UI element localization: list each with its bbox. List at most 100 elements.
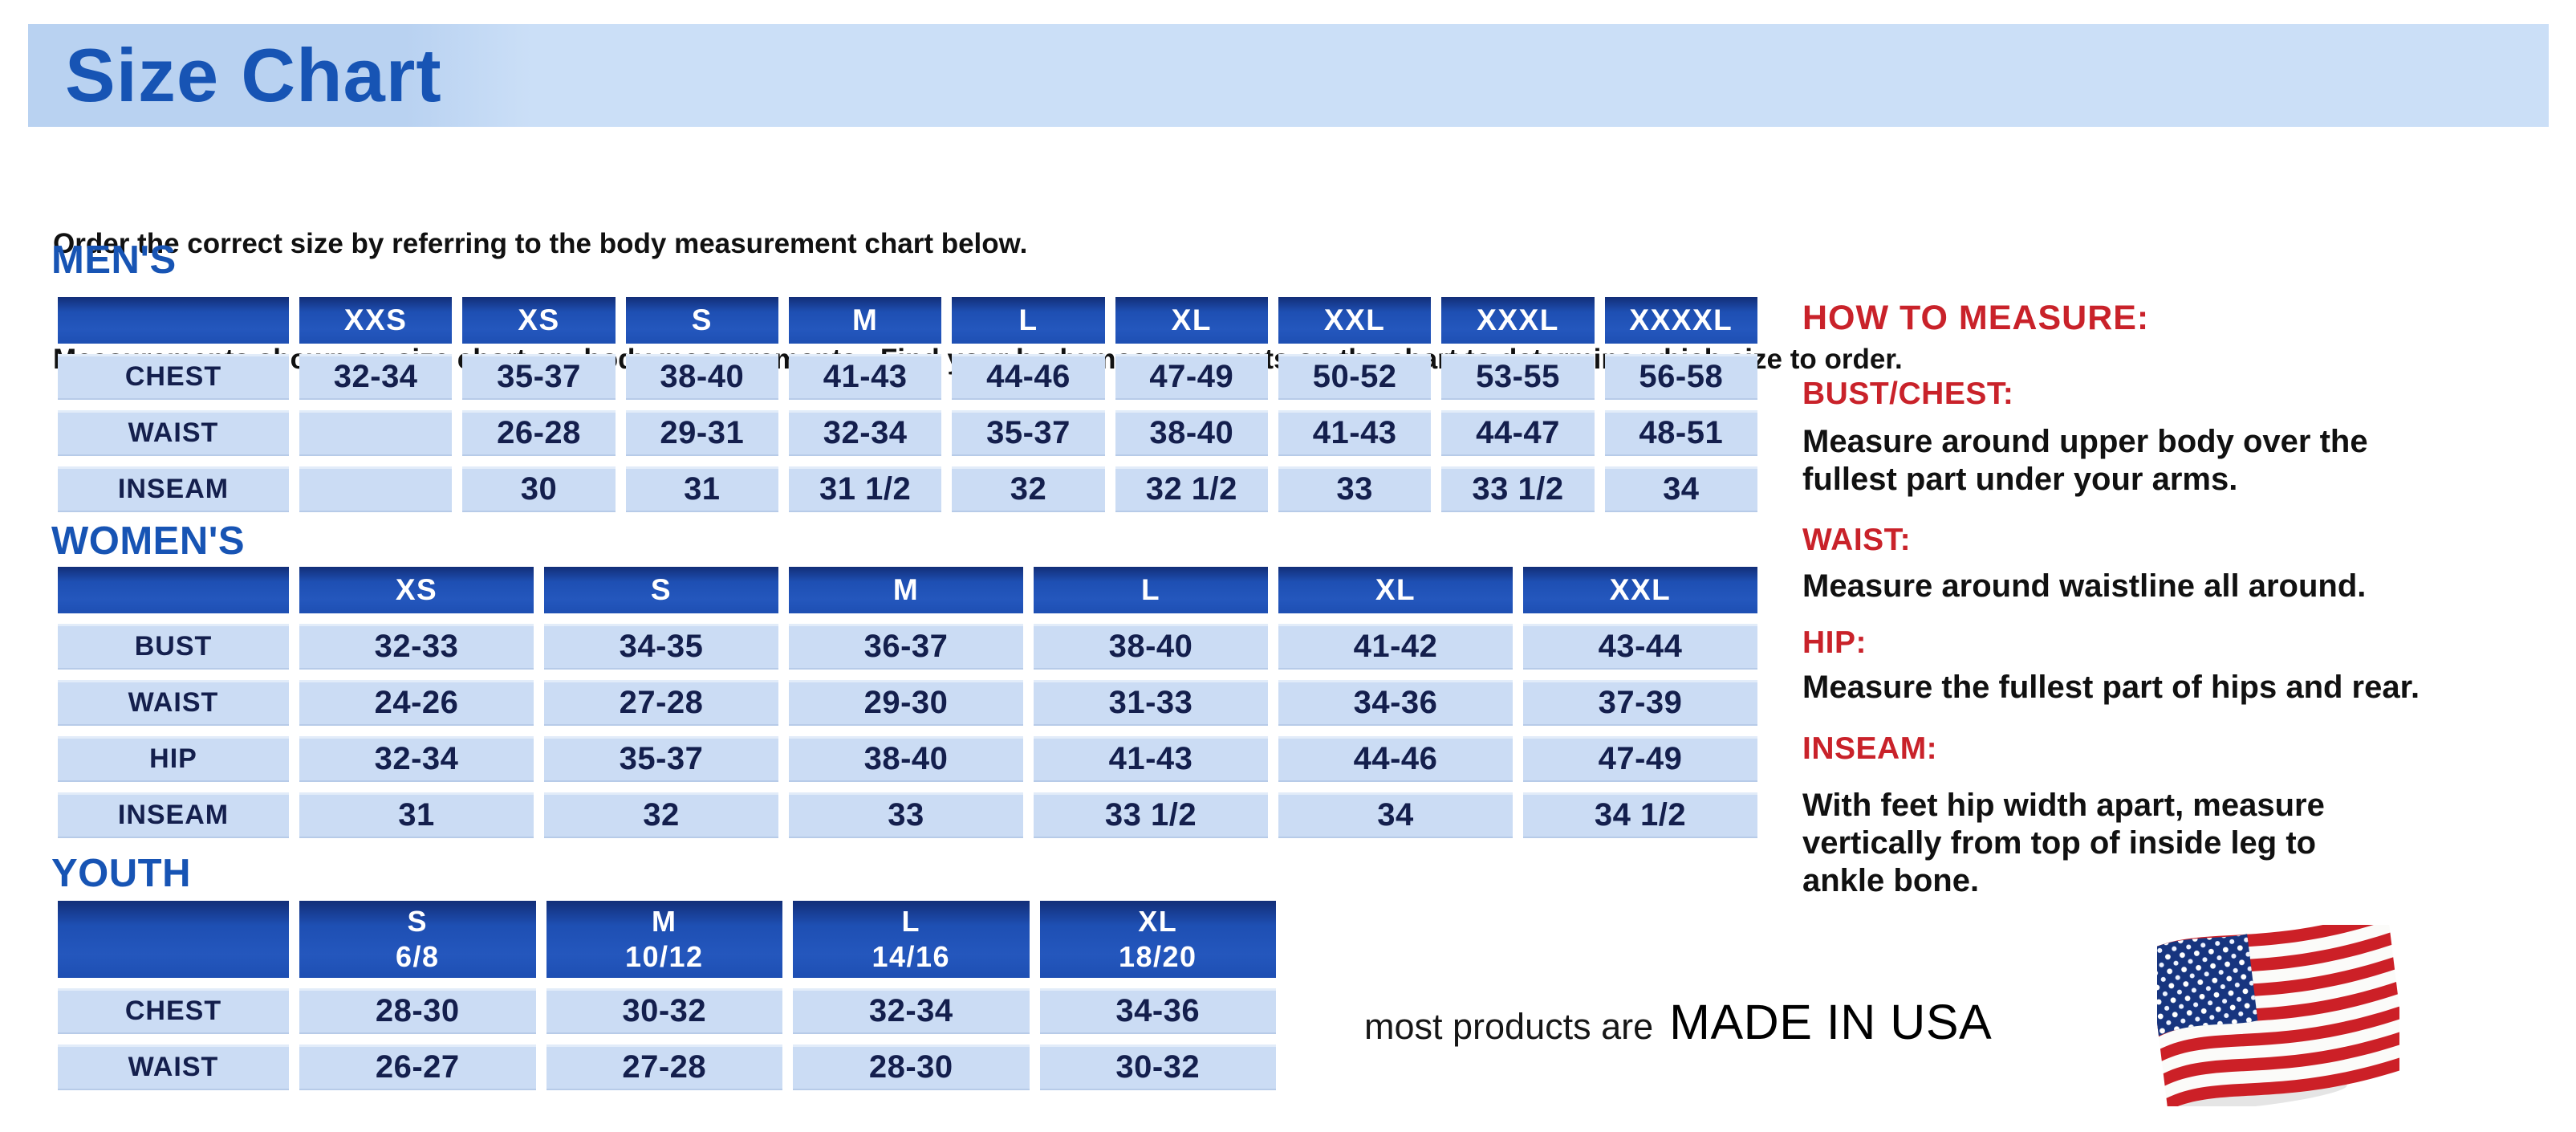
- womens-cell-3-0: 31: [299, 792, 534, 838]
- womens-row-label-0: BUST: [58, 624, 289, 670]
- mens-row-label-2: INSEAM: [58, 466, 289, 512]
- womens-cell-0-0: 32-33: [299, 624, 534, 670]
- mens-cell-1-6: 41-43: [1278, 410, 1432, 456]
- mens-cell-1-2: 29-31: [625, 410, 778, 456]
- mens-cell-1-0: [299, 410, 453, 456]
- womens-cell-2-0: 32-34: [299, 736, 534, 782]
- mens-cell-2-8: 34: [1604, 466, 1757, 512]
- womens-cell-1-1: 27-28: [544, 680, 778, 726]
- mens-row-label-0: CHEST: [58, 354, 289, 400]
- mens-cell-1-1: 26-28: [462, 410, 616, 456]
- womens-cell-3-2: 33: [789, 792, 1023, 838]
- womens-row-label-2: HIP: [58, 736, 289, 782]
- mens-cell-1-7: 44-47: [1441, 410, 1595, 456]
- youth-col-header-3: XL 18/20: [1039, 901, 1276, 978]
- how-to-measure-panel: HOW TO MEASURE: BUST/CHEST: Measure arou…: [1802, 299, 2566, 900]
- womens-row-label-1: WAIST: [58, 680, 289, 726]
- youth-col-header-1: M 10/12: [546, 901, 782, 978]
- mens-cell-0-4: 44-46: [952, 354, 1105, 400]
- mens-cell-1-5: 38-40: [1115, 410, 1268, 456]
- mens-cell-2-1: 30: [462, 466, 616, 512]
- youth-col-header-0: S 6/8: [299, 901, 536, 978]
- womens-cell-1-5: 37-39: [1523, 680, 1757, 726]
- womens-col-header-1: S: [544, 567, 778, 613]
- womens-cell-0-2: 36-37: [789, 624, 1023, 670]
- womens-cell-3-1: 32: [544, 792, 778, 838]
- womens-section-label: WOMEN'S: [51, 519, 246, 563]
- youth-row-label-1: WAIST: [58, 1044, 289, 1090]
- mens-cell-0-8: 56-58: [1604, 354, 1757, 400]
- made-in-usa-line: most products are MADE IN USA: [1364, 994, 1992, 1050]
- womens-cell-1-3: 31-33: [1034, 680, 1268, 726]
- mens-col-header-8: XXXXL: [1604, 297, 1757, 344]
- mens-col-header-2: S: [625, 297, 778, 344]
- measure-text-hip: Measure the fullest part of hips and rea…: [1802, 670, 2420, 705]
- mens-cell-0-6: 50-52: [1278, 354, 1432, 400]
- mens-col-header-5: XL: [1115, 297, 1268, 344]
- measure-text-bust-chest: Measure around upper body over the fulle…: [1802, 424, 2368, 497]
- mens-cell-0-7: 53-55: [1441, 354, 1595, 400]
- womens-cell-2-3: 41-43: [1034, 736, 1268, 782]
- title-band: Size Chart: [28, 24, 2549, 127]
- mens-cell-0-5: 47-49: [1115, 354, 1268, 400]
- intro-line-1: Order the correct size by referring to t…: [53, 228, 1028, 259]
- womens-col-header-4: XL: [1278, 567, 1513, 613]
- mens-col-header-1: XS: [462, 297, 616, 344]
- how-to-measure-title: HOW TO MEASURE:: [1802, 299, 2150, 337]
- womens-cell-1-0: 24-26: [299, 680, 534, 726]
- footer-prefix-text: most products are: [1364, 1006, 1654, 1047]
- mens-cell-0-3: 41-43: [788, 354, 942, 400]
- womens-cell-0-5: 43-44: [1523, 624, 1757, 670]
- womens-cell-1-4: 34-36: [1278, 680, 1513, 726]
- womens-cell-2-1: 35-37: [544, 736, 778, 782]
- mens-cell-2-5: 32 1/2: [1115, 466, 1268, 512]
- mens-cell-2-7: 33 1/2: [1441, 466, 1595, 512]
- mens-col-header-4: L: [952, 297, 1105, 344]
- mens-cell-1-3: 32-34: [788, 410, 942, 456]
- mens-cell-2-3: 31 1/2: [788, 466, 942, 512]
- mens-cell-0-1: 35-37: [462, 354, 616, 400]
- youth-corner-cell: [58, 901, 289, 978]
- page-title: Size Chart: [65, 33, 442, 117]
- measure-section-bust-chest: BUST/CHEST: Measure around upper body ov…: [1802, 377, 2566, 499]
- youth-section-label: YOUTH: [51, 852, 191, 895]
- mens-col-header-0: XXS: [299, 297, 453, 344]
- womens-col-header-5: XXL: [1523, 567, 1757, 613]
- womens-cell-3-3: 33 1/2: [1034, 792, 1268, 838]
- mens-col-header-3: M: [788, 297, 942, 344]
- womens-col-header-2: M: [789, 567, 1023, 613]
- womens-col-header-3: L: [1034, 567, 1268, 613]
- youth-cell-0-1: 30-32: [546, 988, 782, 1034]
- youth-cell-1-1: 27-28: [546, 1044, 782, 1090]
- mens-cell-1-4: 35-37: [952, 410, 1105, 456]
- womens-corner-cell: [58, 567, 289, 613]
- mens-cell-2-4: 32: [952, 466, 1105, 512]
- measure-section-hip: HIP: Measure the fullest part of hips an…: [1802, 625, 2566, 706]
- measure-section-inseam: INSEAM: With feet hip width apart, measu…: [1802, 731, 2566, 900]
- youth-cell-0-2: 32-34: [793, 988, 1030, 1034]
- mens-corner-cell: [58, 297, 289, 344]
- womens-cell-3-4: 34: [1278, 792, 1513, 838]
- usa-flag-icon: [2157, 925, 2399, 1106]
- womens-cell-2-4: 44-46: [1278, 736, 1513, 782]
- youth-size-table: S 6/8 M 10/12 L 14/16 XL 18/20 CHEST 28-30 30-…: [58, 901, 1276, 1090]
- mens-cell-1-8: 48-51: [1604, 410, 1757, 456]
- youth-row-label-0: CHEST: [58, 988, 289, 1034]
- youth-cell-1-0: 26-27: [299, 1044, 536, 1090]
- measure-heading-waist: WAIST:: [1802, 523, 1912, 557]
- womens-cell-3-5: 34 1/2: [1523, 792, 1757, 838]
- youth-cell-0-3: 34-36: [1039, 988, 1276, 1034]
- measure-text-waist: Measure around waistline all around.: [1802, 568, 2367, 604]
- measure-heading-inseam: INSEAM:: [1802, 731, 1938, 766]
- mens-size-table: XXS XS S M L XL XXL XXXL XXXXL CHEST 32-34 35-37 38-…: [58, 297, 1757, 512]
- womens-cell-0-1: 34-35: [544, 624, 778, 670]
- measure-text-inseam: With feet hip width apart, measure verti…: [1802, 788, 2325, 898]
- mens-col-header-6: XXL: [1278, 297, 1432, 344]
- womens-col-header-0: XS: [299, 567, 534, 613]
- mens-cell-2-6: 33: [1278, 466, 1432, 512]
- made-in-usa-text: MADE IN USA: [1669, 995, 1993, 1049]
- youth-col-header-2: L 14/16: [793, 901, 1030, 978]
- womens-row-label-3: INSEAM: [58, 792, 289, 838]
- mens-col-header-7: XXXL: [1441, 297, 1595, 344]
- womens-size-table: XS S M L XL XXL BUST 32-33 34-35 36-37 38-40 41-42 4…: [58, 567, 1757, 838]
